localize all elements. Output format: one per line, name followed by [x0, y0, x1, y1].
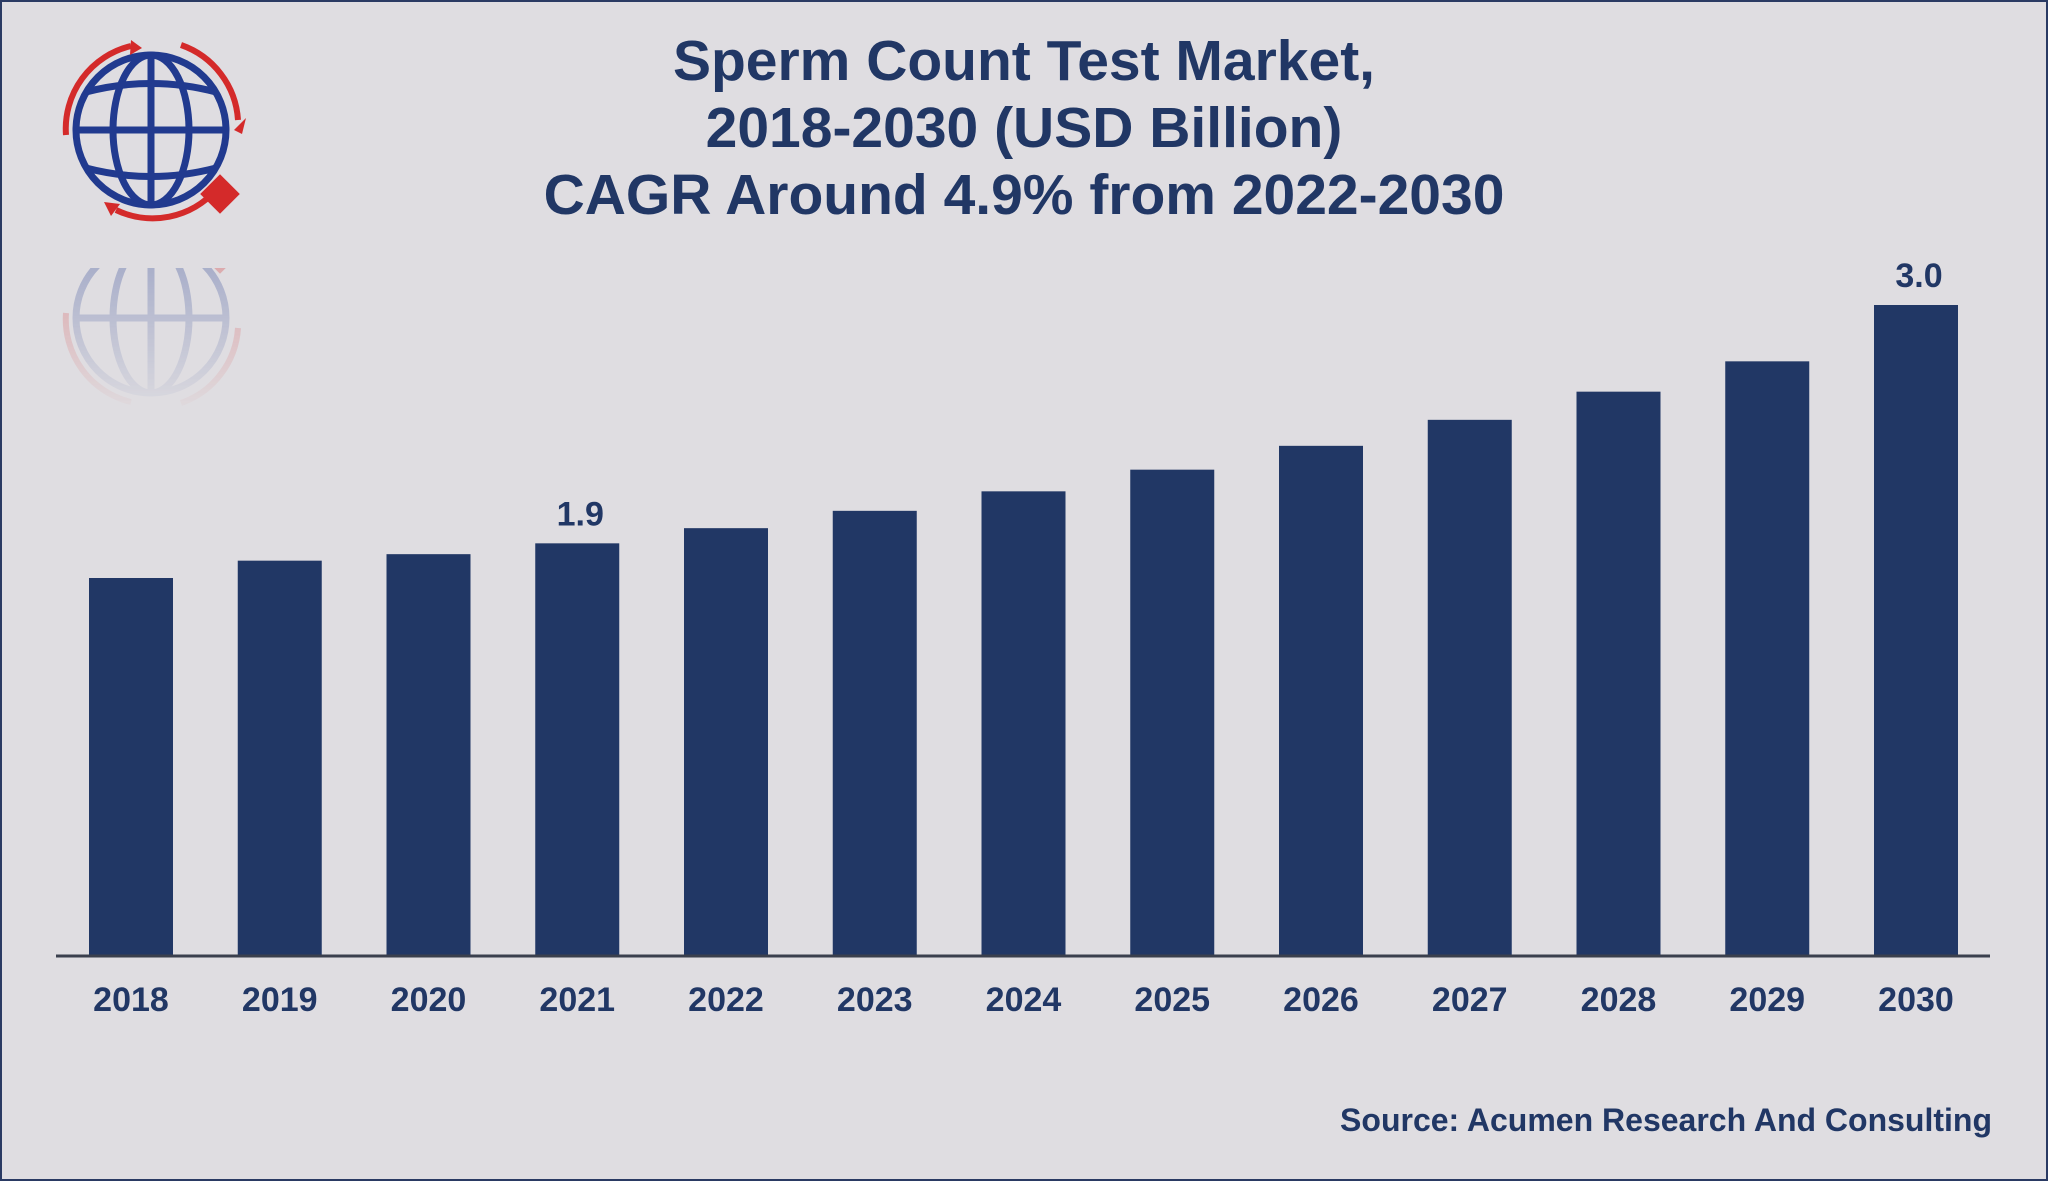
x-tick-label-2018: 2018: [93, 981, 169, 1019]
x-tick-label-2019: 2019: [242, 981, 318, 1019]
x-tick-label-2029: 2029: [1729, 981, 1805, 1019]
title-line-1: Sperm Count Test Market,: [672, 29, 1376, 93]
bar-2029: [1725, 361, 1810, 955]
x-tick-label-2022: 2022: [688, 981, 764, 1019]
bar-2021: [535, 543, 620, 955]
x-tick-label-2021: 2021: [539, 981, 615, 1019]
x-tick-label-2027: 2027: [1432, 981, 1508, 1019]
data-label-2021: 1.9: [557, 495, 604, 533]
source-note: Source: Acumen Research And Consulting: [1340, 1102, 1992, 1138]
x-tick-label-2020: 2020: [391, 981, 467, 1019]
title-line-3: CAGR Around 4.9% from 2022-2030: [543, 163, 1505, 227]
x-tick-label-2028: 2028: [1581, 981, 1657, 1019]
x-tick-label-2024: 2024: [986, 981, 1062, 1019]
data-label-2030: 3.0: [1895, 257, 1942, 295]
bar-2025: [1130, 469, 1215, 955]
globe-logo-icon: [62, 40, 246, 222]
bar-2027: [1427, 419, 1512, 955]
x-tick-label-2025: 2025: [1134, 981, 1210, 1019]
title-line-2: 2018-2030 (USD Billion): [705, 96, 1343, 160]
bar-2026: [1279, 445, 1363, 955]
bar-2024: [981, 491, 1066, 955]
chart-title: Sperm Count Test Market, 2018-2030 (USD …: [0, 28, 2048, 229]
bar-2023: [832, 510, 917, 955]
x-tick-label-2023: 2023: [837, 981, 913, 1019]
bar-2018: [89, 578, 173, 955]
bar-2020: [386, 554, 471, 955]
x-tick-label-2026: 2026: [1283, 981, 1359, 1019]
logo-reflection: [56, 268, 256, 418]
x-tick-label-2030: 2030: [1878, 981, 1954, 1019]
globe-reflection-icon: [62, 268, 241, 406]
bar-2019: [237, 560, 322, 955]
bar-2028: [1576, 391, 1661, 956]
bar-2022: [684, 528, 768, 955]
bar-2030: [1874, 305, 1958, 955]
